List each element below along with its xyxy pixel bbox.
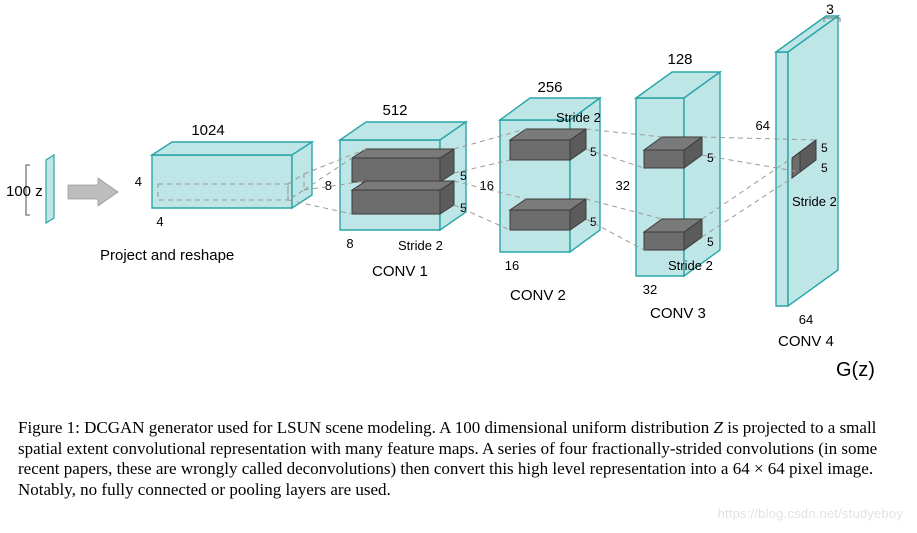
conv3-label: CONV 3 xyxy=(650,305,706,322)
conv3-depth: 128 xyxy=(667,51,692,68)
dcgan-diagram: 100 z 1024 4 4 Project and reshape xyxy=(0,0,917,400)
conv2-depth: 256 xyxy=(537,79,562,96)
conv4-stride: Stride 2 xyxy=(792,194,837,209)
arrow-project xyxy=(68,178,118,206)
conv2-w: 16 xyxy=(505,258,519,273)
conv3-stride: Stride 2 xyxy=(668,258,713,273)
conv1-label: CONV 1 xyxy=(372,263,428,280)
conv1-depth: 512 xyxy=(382,102,407,119)
reshape-w: 4 xyxy=(156,214,163,229)
input-label: 100 z xyxy=(6,183,43,200)
conv4-h: 64 xyxy=(756,118,770,133)
block-conv4 xyxy=(776,16,838,306)
conv4-kw: 5 xyxy=(821,161,828,175)
conv3-h: 32 xyxy=(616,178,630,193)
conv2-label: CONV 2 xyxy=(510,287,566,304)
conv4-label: CONV 4 xyxy=(778,333,834,350)
conv3-kh: 5 xyxy=(707,151,714,165)
reshape-h: 4 xyxy=(135,174,142,189)
conv4-kh: 5 xyxy=(821,141,828,155)
conv4-depth: 3 xyxy=(826,1,834,17)
conv4-w: 64 xyxy=(799,312,813,327)
conv1-w: 8 xyxy=(346,236,353,251)
conv2-kw: 5 xyxy=(590,215,597,229)
project-reshape-label: Project and reshape xyxy=(100,247,234,264)
block-conv1 xyxy=(340,122,466,230)
figure-caption: Figure 1: DCGAN generator used for LSUN … xyxy=(18,418,899,501)
conv1-stride: Stride 2 xyxy=(398,238,443,253)
conv2-stride: Stride 2 xyxy=(556,110,601,125)
conv3-w: 32 xyxy=(643,282,657,297)
output-label: G(z) xyxy=(836,359,875,381)
watermark: https://blog.csdn.net/studyeboy xyxy=(718,506,903,521)
caption-italic-Z: Z xyxy=(714,418,723,437)
conv1-h: 8 xyxy=(325,178,332,193)
input-vector xyxy=(46,155,54,223)
reshape-depth: 1024 xyxy=(191,122,224,139)
caption-prefix: Figure 1: DCGAN generator used for LSUN … xyxy=(18,418,714,437)
conv3-kw: 5 xyxy=(707,235,714,249)
conv1-kw: 5 xyxy=(460,201,467,215)
block-reshape xyxy=(152,142,312,208)
